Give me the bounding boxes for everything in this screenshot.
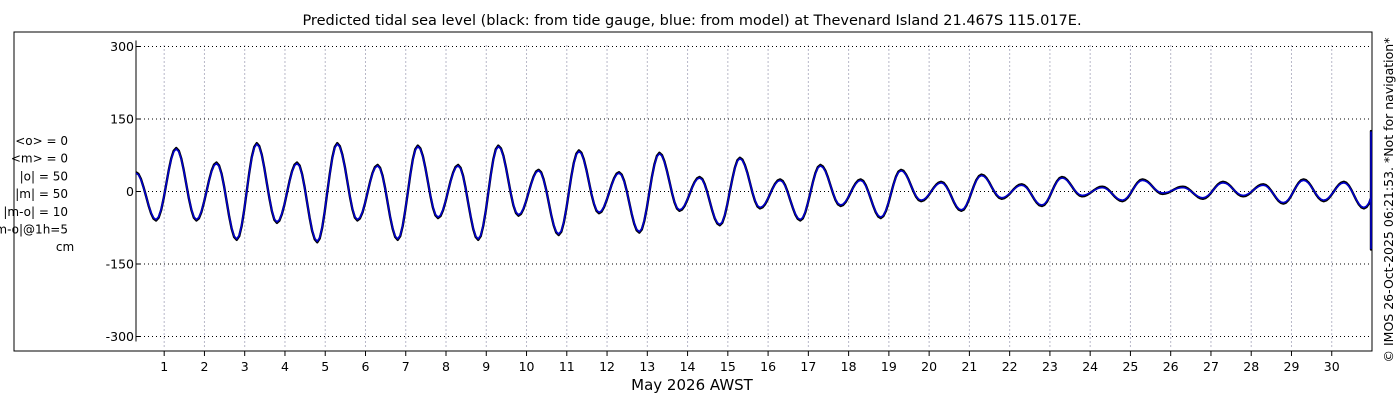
x-tick-label: 26 [1163,359,1179,374]
y-tick-label: -150 [106,257,134,272]
stat-line: |o| = 50 [20,169,68,183]
x-tick-label: 20 [921,359,937,374]
x-tick-label: 11 [559,359,575,374]
x-tick-label: 21 [961,359,977,374]
y-tick-label: 150 [110,112,134,127]
x-tick-label: 25 [1122,359,1138,374]
series-layer [135,129,1373,251]
x-tick-label: 12 [599,359,615,374]
x-tick-label: 13 [639,359,655,374]
x-tick-label: 27 [1203,359,1219,374]
x-tick-label: 30 [1324,359,1340,374]
x-tick-label: 18 [841,359,857,374]
x-tick-label: 6 [362,359,370,374]
x-tick-label: 2 [200,359,208,374]
x-tick-label: 7 [402,359,410,374]
series-model [135,131,1372,250]
x-tick-label: 29 [1284,359,1300,374]
copyright-watermark: © IMOS 26-Oct-2025 06:21:53. *Not for na… [1381,38,1396,363]
x-tick-label: 23 [1042,359,1058,374]
x-tick-label: 19 [881,359,897,374]
x-tick-label: 24 [1082,359,1098,374]
stat-line: <o> = 0 [15,134,68,148]
x-tick-label: 22 [1002,359,1018,374]
x-tick-label: 9 [482,359,490,374]
statistics-box: <o> = 0 <m> = 0 |o| = 50 |m| = 50 |m-o| = 10… [0,134,74,254]
x-tick-label: 15 [720,359,736,374]
x-tick-label: 28 [1243,359,1259,374]
stat-line: <m> = 0 [11,152,68,166]
stat-line: |m-o|@1h=5 [0,223,68,237]
x-tick-label: 3 [241,359,249,374]
stat-line: |m| = 50 [15,187,68,201]
x-tick-label: 14 [680,359,696,374]
y-tick-label: 300 [110,39,134,54]
chart-title: Predicted tidal sea level (black: from t… [302,13,1081,29]
x-tick-label: 1 [160,359,168,374]
y-tick-label: 0 [126,184,134,199]
x-tick-label: 4 [281,359,289,374]
x-tick-label: 5 [321,359,329,374]
stat-line: cm [56,240,74,254]
x-tick-label: 16 [760,359,776,374]
axes: 1 2 3 4 5 6 7 8 9 10 11 12 13 14 15 16 17 18 19 20 21 22 23 24 2… [106,39,1340,374]
grid-lines [136,45,1372,348]
y-tick-label: -300 [106,329,134,344]
x-tick-label: 10 [519,359,535,374]
x-tick-label: 17 [800,359,816,374]
x-axis-label: May 2026 AWST [631,376,754,394]
stat-line: |m-o| = 10 [3,205,68,219]
x-tick-label: 8 [442,359,450,374]
